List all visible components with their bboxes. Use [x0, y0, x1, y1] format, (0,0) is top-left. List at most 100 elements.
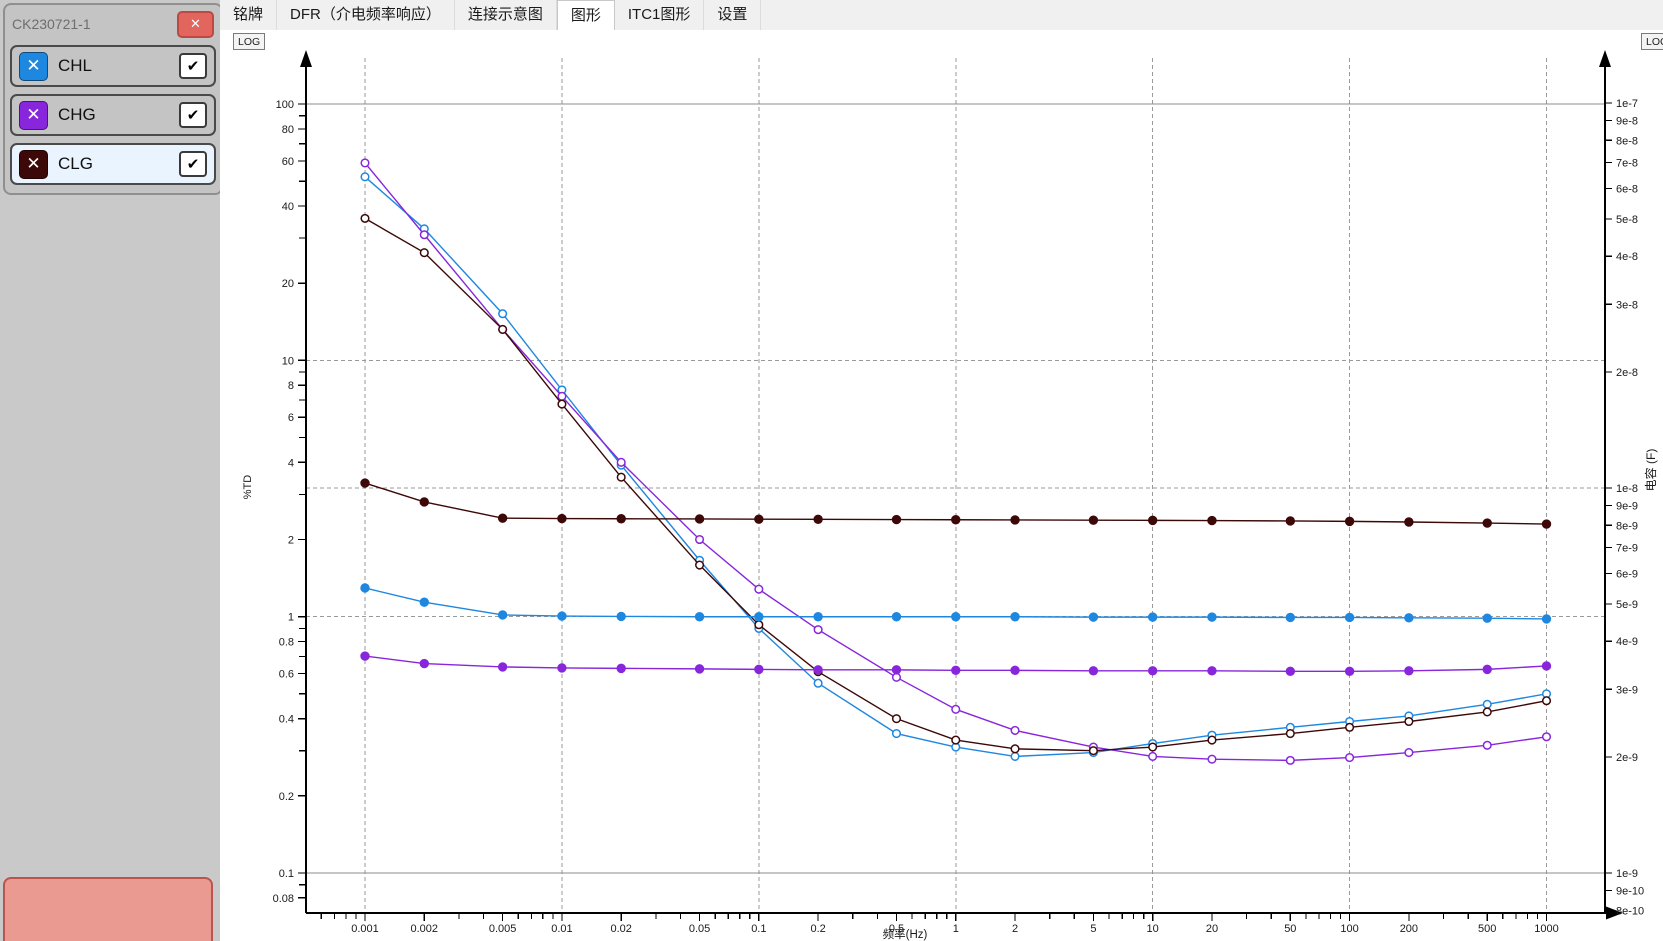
series [360, 158, 1552, 765]
svg-text:电容 (F): 电容 (F) [1643, 449, 1658, 492]
dataset-header: CK230721-1 ✕ [10, 10, 216, 38]
svg-text:10: 10 [282, 355, 294, 367]
svg-text:100: 100 [276, 99, 294, 111]
channel-label: CHL [58, 56, 93, 75]
svg-text:8e-9: 8e-9 [1616, 520, 1638, 532]
tab-设置[interactable]: 设置 [704, 0, 762, 30]
svg-text:6e-8: 6e-8 [1616, 183, 1638, 195]
channel-color-x-icon: ✕ [19, 100, 48, 130]
tab-DFR（介电频率响应）[interactable]: DFR（介电频率响应） [277, 0, 455, 30]
svg-text:2: 2 [288, 535, 294, 547]
svg-text:0.002: 0.002 [411, 923, 439, 935]
svg-text:7e-8: 7e-8 [1616, 158, 1638, 170]
svg-text:0.2: 0.2 [810, 923, 825, 935]
tab-图形[interactable]: 图形 [556, 0, 615, 31]
svg-text:9e-8: 9e-8 [1616, 116, 1638, 128]
channel-list: ✕ CHL ✔ ✕ CHG ✔ ✕ CLG ✔ [10, 45, 216, 185]
svg-text:2e-8: 2e-8 [1616, 367, 1638, 379]
tab-ITC1图形[interactable]: ITC1图形 [615, 0, 705, 30]
dataset-title: CK230721-1 [12, 16, 91, 32]
svg-text:0.005: 0.005 [489, 923, 517, 935]
axes [300, 50, 1623, 920]
svg-text:100: 100 [1340, 923, 1358, 935]
svg-text:1e-8: 1e-8 [1616, 483, 1638, 495]
svg-text:9e-9: 9e-9 [1616, 501, 1638, 513]
svg-text:0.08: 0.08 [273, 893, 294, 905]
svg-text:2: 2 [1012, 923, 1018, 935]
series-CLG 电容 [360, 478, 1552, 529]
svg-text:0.5: 0.5 [889, 923, 904, 935]
svg-text:%TD: %TD [242, 475, 254, 500]
svg-text:0.05: 0.05 [689, 923, 710, 935]
svg-text:2e-9: 2e-9 [1616, 752, 1638, 764]
svg-text:40: 40 [282, 201, 294, 213]
svg-text:1: 1 [953, 923, 959, 935]
channel-row-chg[interactable]: ✕ CHG ✔ [10, 94, 216, 136]
log-scale-button-left[interactable]: LOG [233, 33, 266, 50]
series-CHL 电容 [360, 583, 1552, 624]
svg-text:0.1: 0.1 [751, 923, 766, 935]
svg-text:频率(Hz): 频率(Hz) [883, 927, 928, 941]
channel-checkbox[interactable]: ✔ [179, 53, 207, 79]
channel-label: CLG [58, 154, 93, 173]
svg-text:4e-8: 4e-8 [1616, 251, 1638, 263]
channel-label: CHG [58, 105, 96, 124]
channel-checkbox[interactable]: ✔ [179, 151, 207, 177]
axis-labels: 100 80 60 40 20 10 8 6 4 2 1 0.8 0.6 0.4 0.2 0.1 0.08 1e-… [242, 98, 1658, 941]
svg-text:6e-9: 6e-9 [1616, 568, 1638, 580]
tab-铭牌[interactable]: 铭牌 [220, 0, 278, 30]
gridlines [306, 58, 1605, 913]
log-scale-button-right[interactable]: LOG [1641, 33, 1663, 50]
svg-text:500: 500 [1478, 923, 1496, 935]
svg-text:8: 8 [288, 380, 294, 392]
svg-text:1e-7: 1e-7 [1616, 98, 1638, 110]
svg-text:20: 20 [1206, 923, 1218, 935]
tab-连接示意图[interactable]: 连接示意图 [455, 0, 557, 30]
svg-text:8e-8: 8e-8 [1616, 135, 1638, 147]
tab-bar: 铭牌 DFR（介电频率响应） 连接示意图 图形 ITC1图形 设置 [220, 0, 1663, 31]
svg-text:0.6: 0.6 [279, 669, 294, 681]
chart-area: 100 80 60 40 20 10 8 6 4 2 1 0.8 0.6 0.4 0.2 0.1 0.08 1e-… [220, 30, 1663, 941]
dfr-chart: 100 80 60 40 20 10 8 6 4 2 1 0.8 0.6 0.4 0.2 0.1 0.08 1e-… [242, 50, 1658, 941]
svg-text:10: 10 [1147, 923, 1159, 935]
svg-text:7e-9: 7e-9 [1616, 543, 1638, 555]
svg-text:1e-9: 1e-9 [1616, 868, 1638, 880]
ticks [298, 102, 1612, 921]
svg-text:0.01: 0.01 [551, 923, 572, 935]
channel-color-x-icon: ✕ [19, 51, 48, 81]
svg-text:0.2: 0.2 [279, 791, 294, 803]
svg-text:3e-9: 3e-9 [1616, 684, 1638, 696]
svg-text:1000: 1000 [1534, 923, 1558, 935]
svg-text:5e-8: 5e-8 [1616, 214, 1638, 226]
channel-color-x-icon: ✕ [19, 149, 48, 179]
svg-text:4e-9: 4e-9 [1616, 636, 1638, 648]
series-CHG 电容 [360, 651, 1552, 677]
svg-text:200: 200 [1400, 923, 1418, 935]
svg-text:4: 4 [288, 457, 294, 469]
svg-text:0.1: 0.1 [279, 868, 294, 880]
svg-text:5e-9: 5e-9 [1616, 599, 1638, 611]
svg-text:3e-8: 3e-8 [1616, 299, 1638, 311]
svg-text:5: 5 [1090, 923, 1096, 935]
channel-row-clg[interactable]: ✕ CLG ✔ [10, 143, 216, 185]
next-dataset-panel-partial[interactable] [3, 877, 213, 941]
svg-text:0.02: 0.02 [610, 923, 631, 935]
dataset-panel: CK230721-1 ✕ ✕ CHL ✔ ✕ CHG ✔ ✕ CLG ✔ [3, 3, 223, 195]
svg-text:0.4: 0.4 [279, 714, 294, 726]
series-CHL %TD [360, 172, 1552, 761]
svg-text:60: 60 [282, 156, 294, 168]
svg-text:20: 20 [282, 278, 294, 290]
sidebar: CK230721-1 ✕ ✕ CHL ✔ ✕ CHG ✔ ✕ CLG ✔ [0, 0, 223, 941]
svg-text:0.8: 0.8 [279, 637, 294, 649]
svg-text:1: 1 [288, 612, 294, 624]
close-icon[interactable]: ✕ [177, 10, 214, 38]
channel-row-chl[interactable]: ✕ CHL ✔ [10, 45, 216, 87]
svg-text:8e-10: 8e-10 [1616, 905, 1644, 917]
svg-text:80: 80 [282, 124, 294, 136]
svg-text:0.001: 0.001 [351, 923, 379, 935]
svg-text:50: 50 [1284, 923, 1296, 935]
svg-text:9e-10: 9e-10 [1616, 886, 1644, 898]
channel-checkbox[interactable]: ✔ [179, 102, 207, 128]
svg-text:6: 6 [288, 412, 294, 424]
